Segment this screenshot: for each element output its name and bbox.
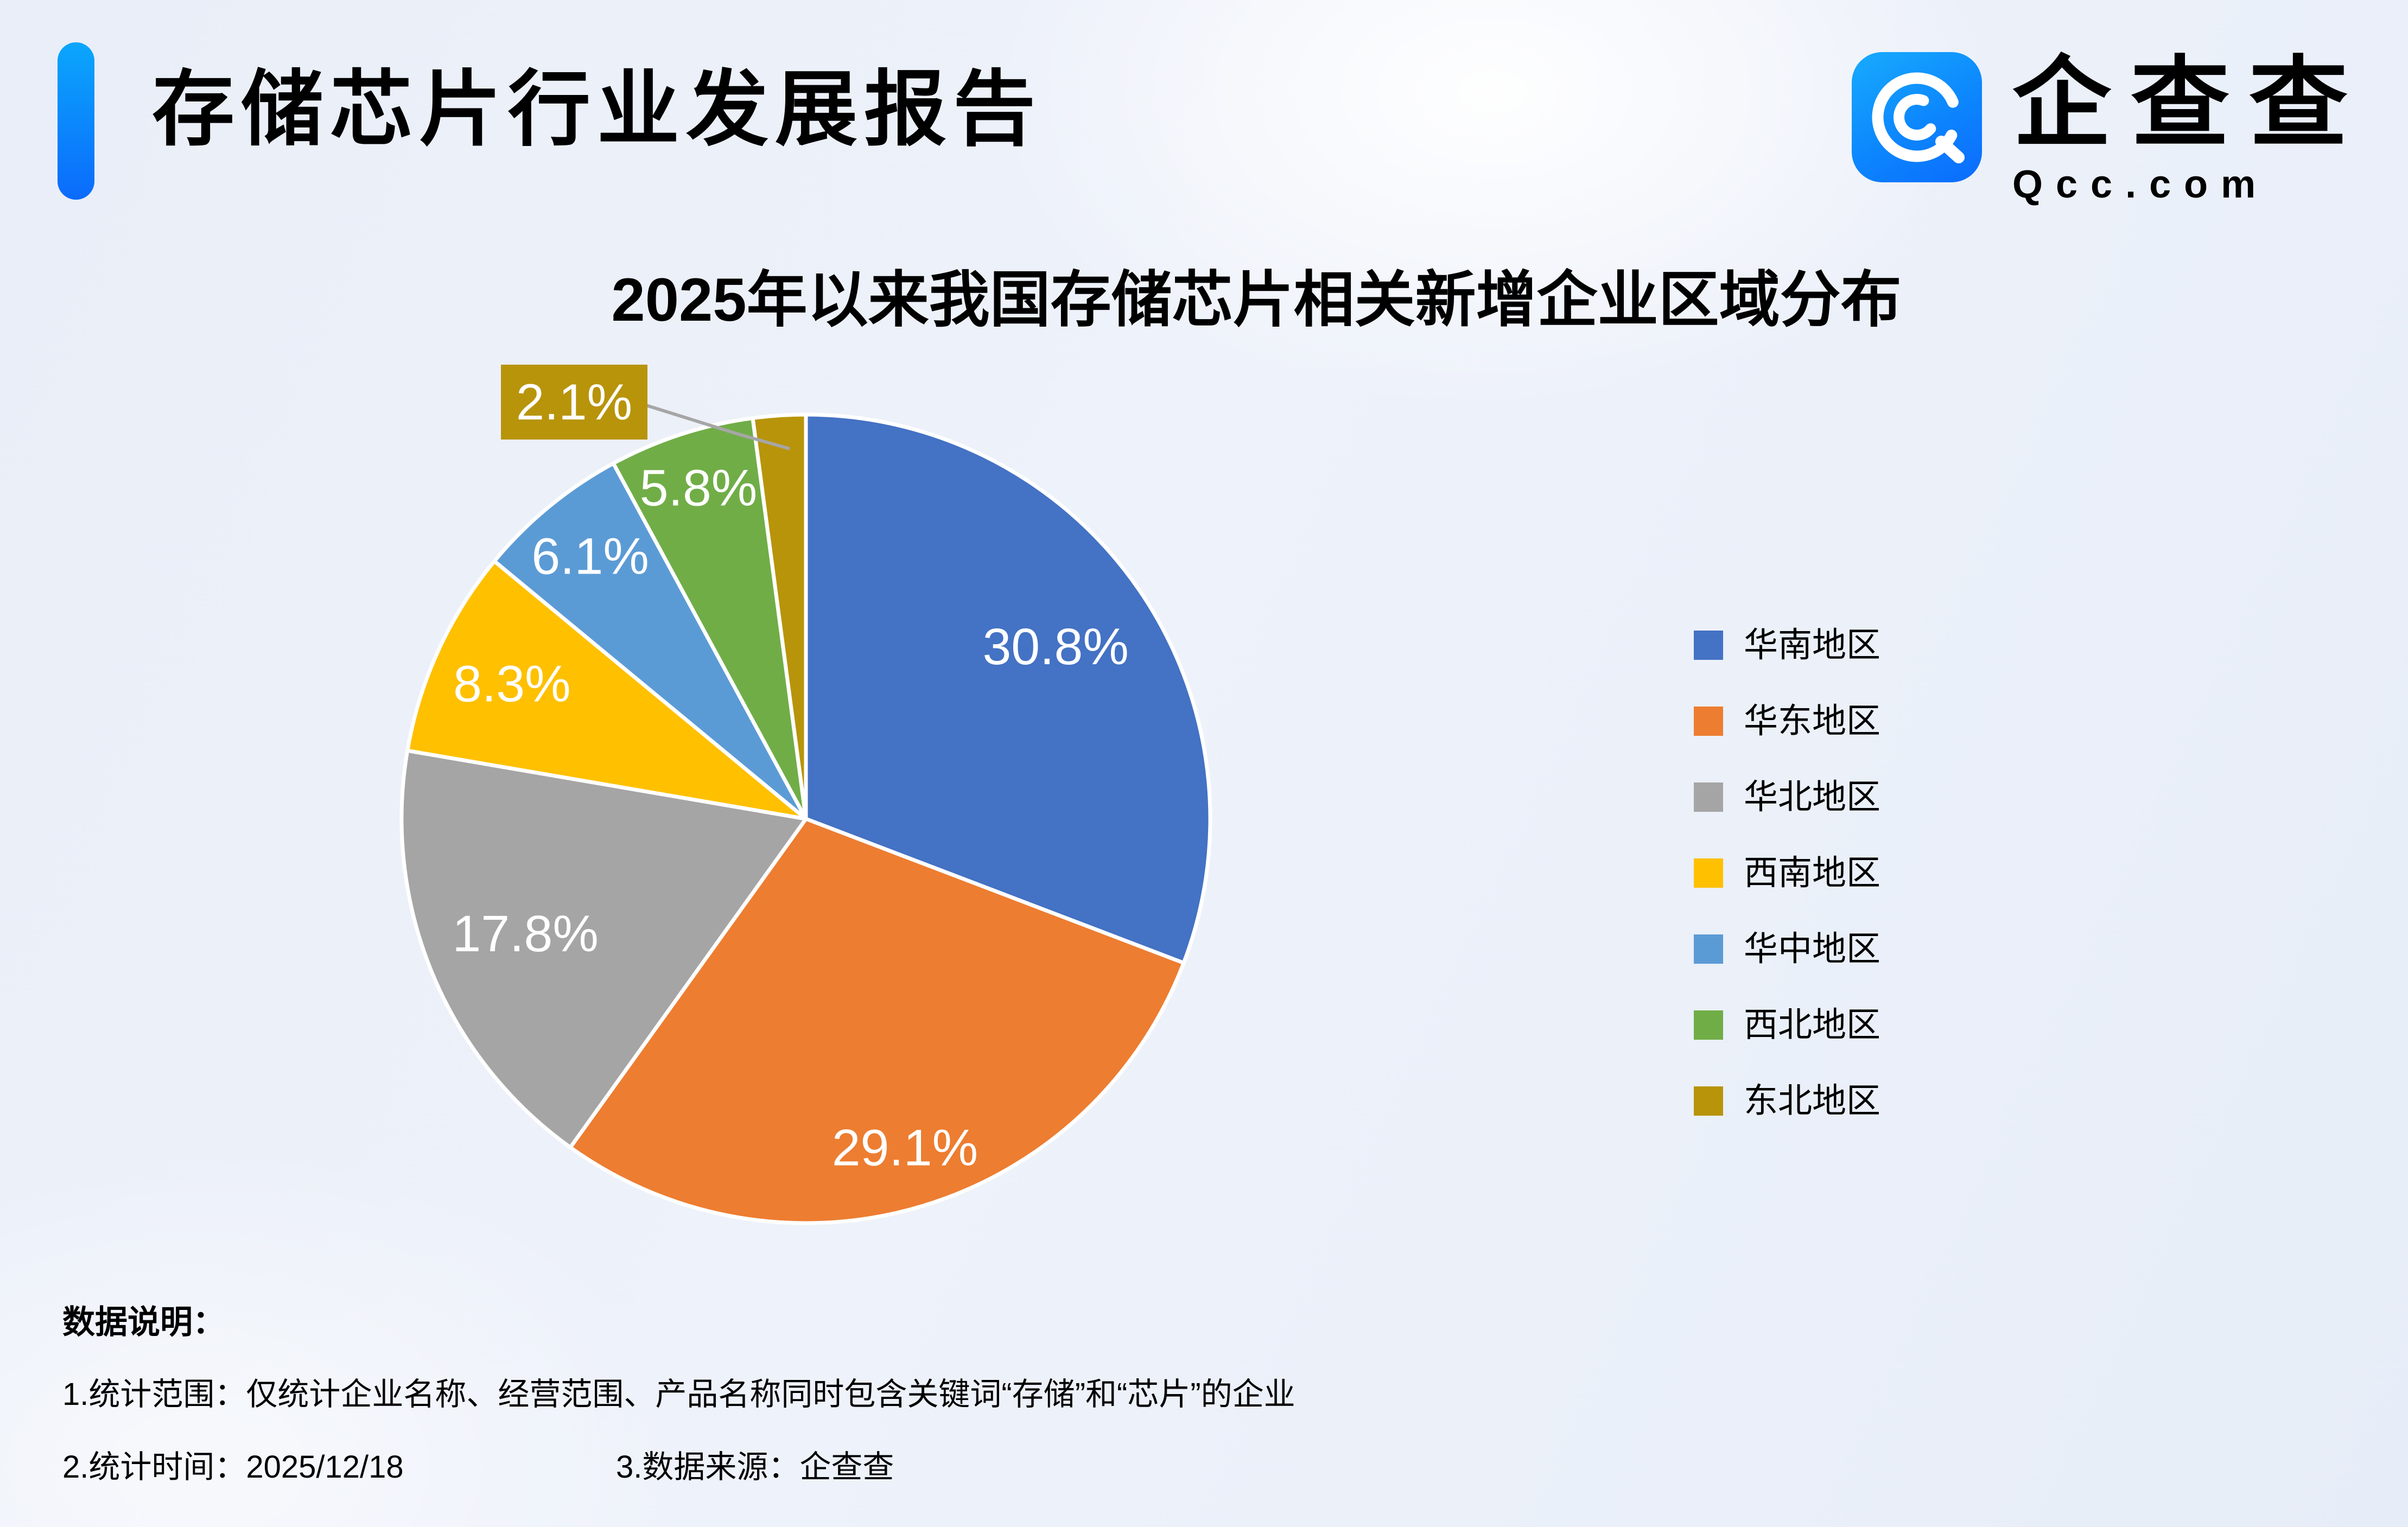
brand-domain: Qcc.com [2012,163,2269,206]
notes-heading: 数据说明： [62,1304,225,1340]
pie-slice [568,817,1186,1225]
note-line-1: 1.统计范围：仅统计企业名称、经营范围、产品名称同时包含关键词“存储”和“芯片”… [62,1377,1295,1412]
legend-label: 华东地区 [1744,702,1880,740]
pie-slice [405,559,808,821]
legend-label: 华中地区 [1744,930,1880,968]
pie-slice [492,461,808,821]
legend: 华南地区华东地区华北地区西南地区华中地区西北地区东北地区 [1694,607,1880,1139]
legend-item: 华北地区 [1694,759,1880,835]
legend-item: 华东地区 [1694,683,1880,759]
pie-slice [399,748,808,1149]
note-line-2-source: 3.数据来源：企查查 [616,1449,894,1485]
legend-swatch-icon [1694,782,1723,812]
note-line-2-time: 2.统计时间：2025/12/18 [62,1449,404,1485]
legend-swatch-icon [1694,707,1723,736]
callout-box: 2.1% [501,365,647,440]
legend-item: 华中地区 [1694,911,1880,987]
slice-label: 30.8% [982,618,1128,676]
slice-label: 6.1% [531,528,649,586]
chart-title: 2025年以来我国存储芯片相关新增企业区域分布 [611,266,1902,334]
pie-slice [751,412,808,821]
pie-chart: 30.8% 29.1% 17.8% 8.3% 6.1% 5.8% [399,404,1212,1225]
legend-label: 华北地区 [1744,778,1880,816]
slice-label: 17.8% [452,905,598,963]
legend-swatch-icon [1694,1086,1723,1116]
slice-label: 8.3% [453,655,571,712]
legend-label: 华南地区 [1744,626,1880,664]
brand-name: 企查查 [2012,48,2367,158]
legend-label: 东北地区 [1744,1082,1880,1120]
qcc-logo-icon [1852,52,1982,182]
legend-item: 东北地区 [1694,1063,1880,1139]
legend-swatch-icon [1694,631,1723,660]
callout-line-icon [646,404,790,450]
legend-item: 西北地区 [1694,987,1880,1063]
pie-slice [611,416,808,821]
pie-slice [804,412,1212,965]
legend-swatch-icon [1694,934,1723,964]
legend-label: 西北地区 [1744,1006,1880,1044]
slice-label: 29.1% [832,1119,978,1176]
qcc-logo-swirl-icon [1872,72,1965,163]
legend-swatch-icon [1694,1010,1723,1040]
page-title: 存储芯片行业发展报告 [152,63,1042,156]
qcc-logo-text: 企查查 Qcc.com [2012,52,2367,206]
legend-item: 华南地区 [1694,607,1880,683]
legend-item: 西南地区 [1694,835,1880,911]
header-accent-bar [58,42,94,200]
legend-label: 西南地区 [1744,854,1880,892]
slice-label: 5.8% [640,460,758,517]
legend-swatch-icon [1694,858,1723,888]
qcc-logo: 企查查 Qcc.com [1852,52,2367,206]
